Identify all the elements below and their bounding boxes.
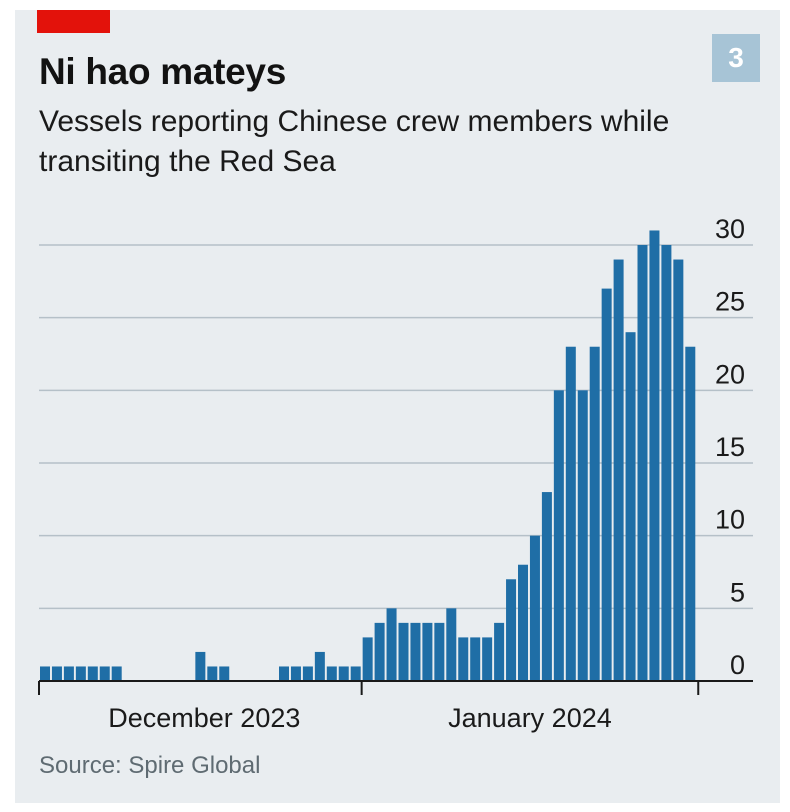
bar (601, 288, 612, 681)
bar (541, 492, 552, 681)
bar (195, 651, 206, 681)
bar (506, 579, 517, 681)
bar (207, 666, 218, 681)
bar (565, 346, 576, 681)
bar (99, 666, 110, 681)
bar (434, 622, 445, 681)
bar (51, 666, 62, 681)
bar (111, 666, 122, 681)
y-tick-label: 30 (715, 214, 745, 244)
bar (63, 666, 74, 681)
bar (386, 608, 397, 681)
bar (458, 637, 469, 681)
bar (589, 346, 600, 681)
bar (518, 564, 528, 681)
source-note: Source: Spire Global (39, 752, 261, 779)
y-tick-labels: 0 5 10 15 20 25 30 (715, 214, 745, 680)
bar (398, 622, 409, 681)
chart-title: Ni hao mateys (39, 51, 286, 92)
bar (350, 666, 361, 681)
bar (661, 245, 672, 681)
bar (529, 535, 540, 681)
bar (577, 390, 588, 681)
chart-number-badge: 3 (712, 34, 760, 82)
bar (87, 666, 98, 681)
x-axis-month-labels: December 2023 January 2024 (108, 703, 612, 733)
bar (290, 666, 301, 681)
bar (374, 622, 385, 681)
bar (40, 666, 50, 681)
chart-subtitle: Vessels reporting Chinese crew members w… (39, 105, 670, 178)
bar-chart: 0 5 10 15 20 25 30 December 2023 January 2024 (38, 214, 753, 733)
bar (279, 666, 289, 681)
y-tick-label: 10 (715, 505, 745, 535)
chart-figure: 3 Ni hao mateys Vessels reporting Chines… (15, 10, 780, 803)
bar (302, 666, 313, 681)
y-tick-label: 5 (730, 577, 745, 607)
x-axis-month-label: December 2023 (108, 703, 300, 733)
x-axis-month-label: January 2024 (448, 703, 612, 733)
y-tick-label: 0 (730, 650, 745, 680)
bar (685, 346, 696, 681)
bar (314, 651, 325, 681)
y-tick-label: 25 (715, 287, 745, 317)
bars (40, 230, 696, 681)
bar (494, 622, 505, 681)
bar (219, 666, 230, 681)
bar (470, 637, 481, 681)
bar (362, 637, 373, 681)
bar (75, 666, 86, 681)
bar (446, 608, 457, 681)
bar (553, 390, 564, 681)
bar (338, 666, 349, 681)
y-tick-label: 15 (715, 432, 745, 462)
bar (326, 666, 337, 681)
x-axis-ticks (38, 681, 700, 695)
bar (649, 230, 660, 681)
y-tick-label: 20 (715, 359, 745, 389)
bar (482, 637, 493, 681)
bar (613, 259, 624, 681)
bar (673, 259, 684, 681)
bar (410, 622, 421, 681)
bar (637, 245, 648, 681)
bar (422, 622, 433, 681)
bar (625, 332, 636, 681)
brand-red-tag (37, 10, 110, 33)
